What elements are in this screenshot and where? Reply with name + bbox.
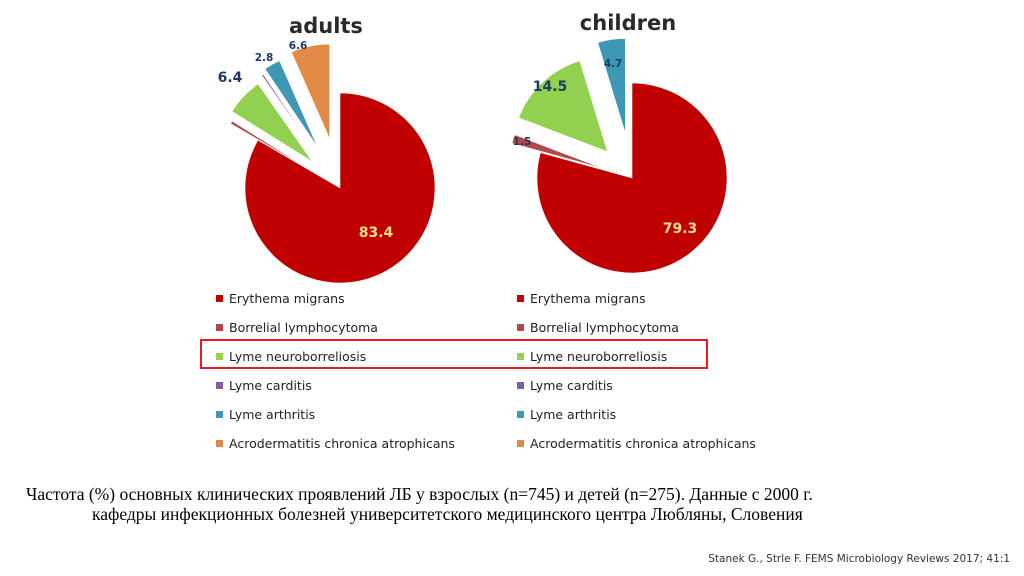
legend-swatch (216, 295, 223, 302)
data-label-lyme-arthritis: 4.7 (604, 58, 623, 70)
pie-charts: adults 83.4 6.4 2.8 6.6 children 79.3 1.5 14.5 4.… (218, 11, 728, 284)
legend-label: Lyme carditis (530, 378, 613, 393)
legend-label: Lyme carditis (229, 378, 312, 393)
slice-lyme-arthritis (597, 38, 626, 134)
source-citation: Stanek G., Strle F. FEMS Microbiology Re… (708, 553, 1010, 565)
data-label-erythema-migrans: 83.4 (359, 225, 394, 241)
data-label-lyme-neuroborreliosis: 6.4 (218, 70, 243, 86)
slice-lyme-carditis (261, 74, 317, 154)
legend-swatch (517, 382, 524, 389)
legend-swatch (517, 440, 524, 447)
data-label-erythema-migrans: 79.3 (663, 221, 698, 237)
legend-item-erythema-migrans: Erythema migrans (517, 284, 756, 313)
legend-item-erythema-migrans: Erythema migrans (216, 284, 455, 313)
legend-label: Lyme arthritis (530, 407, 617, 422)
slice-lyme-arthritis (264, 60, 319, 148)
slice-borrelial-lymphocytoma (511, 134, 604, 169)
data-label-lyme-arthritis: 2.8 (255, 52, 274, 64)
slice-acrodermatitis-chronica-atrophicans (291, 43, 331, 140)
legend-item-lyme-arthritis: Lyme arthritis (216, 400, 455, 429)
neuroborreliosis-highlight-box (200, 339, 708, 369)
legend-swatch (517, 353, 524, 360)
legend-swatch (517, 324, 524, 331)
legend-children: Erythema migrans Borrelial lymphocytoma Ly… (517, 284, 756, 458)
legend-item-borrelial-lymphocytoma: Borrelial lymphocytoma (216, 313, 455, 342)
legend-swatch (216, 382, 223, 389)
legend-item-lyme-arthritis: Lyme arthritis (517, 400, 756, 429)
legend-item-acrodermatitis-chronica-atrophicans: Acrodermatitis chronica atrophicans (216, 429, 455, 458)
legend-adults: Erythema migrans Borrelial lymphocytoma Ly… (216, 284, 455, 458)
legend-label: Lyme arthritis (229, 407, 316, 422)
legend-item-acrodermatitis-chronica-atrophicans: Acrodermatitis chronica atrophicans (517, 429, 756, 458)
slice-erythema-migrans (244, 92, 436, 284)
legend-label: Acrodermatitis chronica atrophicans (530, 436, 756, 451)
data-label-lyme-neuroborreliosis: 14.5 (533, 79, 568, 95)
legend-label: Erythema migrans (229, 291, 345, 306)
slice-borrelial-lymphocytoma (230, 120, 313, 172)
pie-children: children 79.3 1.5 14.5 4.7 (511, 11, 728, 274)
legend-item-lyme-carditis: Lyme carditis (517, 371, 756, 400)
data-label-borrelial-lymphocytoma: 1.5 (513, 136, 532, 148)
legend-swatch (517, 295, 524, 302)
legend-label: Borrelial lymphocytoma (229, 320, 378, 335)
chart-title-children: children (580, 11, 676, 35)
legend-swatch (517, 411, 524, 418)
legend-swatch (216, 353, 223, 360)
legend-item-lyme-neuroborreliosis: Lyme neuroborreliosis (216, 342, 455, 371)
caption-line-1: Частота (%) основных клинических проявле… (26, 484, 813, 504)
legend-label: Erythema migrans (530, 291, 646, 306)
legend-item-borrelial-lymphocytoma: Borrelial lymphocytoma (517, 313, 756, 342)
legend-swatch (216, 324, 223, 331)
data-label-acrodermatitis-chronica-atrophicans: 6.6 (289, 40, 308, 52)
legend-item-lyme-neuroborreliosis: Lyme neuroborreliosis (517, 342, 756, 371)
slice-lyme-neuroborreliosis (231, 83, 313, 163)
slide-caption: Частота (%) основных клинических проявле… (26, 484, 1016, 524)
legend-label: Borrelial lymphocytoma (530, 320, 679, 335)
chart-title-adults: adults (289, 14, 363, 38)
slice-erythema-migrans (536, 82, 728, 274)
slice-lyme-neuroborreliosis (518, 60, 608, 153)
legend-item-lyme-carditis: Lyme carditis (216, 371, 455, 400)
pie-adults: adults 83.4 6.4 2.8 6.6 (218, 14, 436, 284)
legend-swatch (216, 440, 223, 447)
legend-label: Lyme neuroborreliosis (530, 349, 668, 364)
legend-label: Acrodermatitis chronica atrophicans (229, 436, 455, 451)
caption-line-2: кафедры инфекционных болезней университе… (92, 504, 803, 524)
legend-label: Lyme neuroborreliosis (229, 349, 367, 364)
legend-swatch (216, 411, 223, 418)
